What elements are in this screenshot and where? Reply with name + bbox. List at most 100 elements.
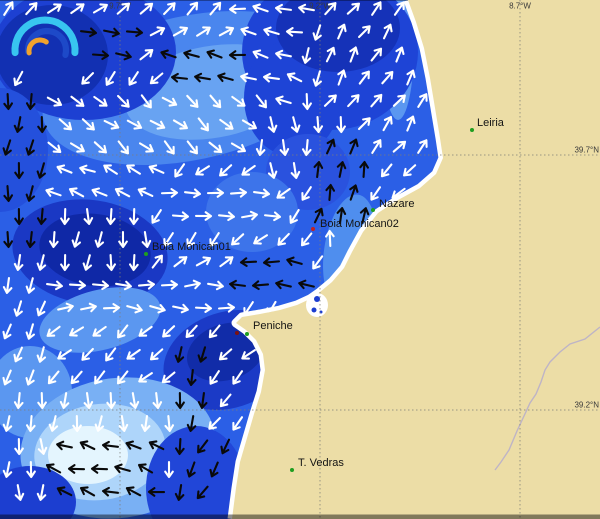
flow-arrow bbox=[171, 211, 190, 222]
flow-arrow bbox=[128, 71, 139, 86]
flow-arrow bbox=[82, 254, 93, 271]
place-label: T. Vedras bbox=[298, 457, 344, 469]
current-arrow-field bbox=[2, 1, 428, 501]
flow-arrow bbox=[80, 302, 97, 313]
flow-arrow bbox=[406, 69, 416, 86]
flow-arrow bbox=[148, 164, 165, 174]
flow-arrow bbox=[48, 415, 59, 432]
flow-arrow bbox=[67, 464, 86, 474]
flow-arrow bbox=[125, 486, 142, 497]
flow-arrow bbox=[186, 415, 197, 432]
flow-arrow bbox=[163, 140, 175, 155]
flow-arrow bbox=[92, 3, 108, 14]
flow-arrow bbox=[126, 164, 141, 175]
flow-arrow bbox=[336, 115, 346, 134]
flow-arrow bbox=[255, 139, 266, 156]
flow-arrow bbox=[140, 415, 151, 432]
flow-arrow bbox=[382, 23, 393, 40]
flow-arrow bbox=[219, 164, 233, 177]
longitude-label: 9.2°W bbox=[309, 2, 331, 11]
flow-arrow bbox=[231, 233, 245, 246]
flow-arrow bbox=[25, 2, 38, 16]
flow-arrow bbox=[172, 119, 188, 130]
flow-arrow bbox=[68, 187, 85, 198]
flow-arrow bbox=[392, 94, 406, 107]
flow-arrow bbox=[218, 348, 233, 361]
flow-arrow bbox=[164, 414, 175, 433]
flow-arrow bbox=[106, 391, 116, 410]
buoy-marker[interactable] bbox=[311, 227, 315, 231]
flow-arrow bbox=[138, 463, 154, 474]
flow-arrow bbox=[2, 461, 13, 478]
flow-arrow bbox=[194, 72, 211, 83]
flow-arrow bbox=[3, 1, 14, 16]
places-layer: Leiria Nazare Boia Monican02 Boia Monican01… bbox=[144, 117, 505, 472]
flow-arrow bbox=[117, 140, 129, 155]
flow-arrow bbox=[262, 257, 281, 268]
flow-arrow bbox=[47, 370, 60, 385]
flow-arrow bbox=[371, 139, 382, 154]
flow-arrow bbox=[25, 92, 36, 111]
flow-arrow bbox=[46, 280, 63, 291]
flow-arrow bbox=[162, 325, 176, 338]
flow-arrow bbox=[313, 207, 324, 224]
flow-arrow bbox=[56, 486, 73, 497]
flow-arrow bbox=[116, 2, 131, 15]
flow-arrow bbox=[337, 69, 347, 86]
flow-arrow bbox=[325, 229, 335, 248]
flow-arrow bbox=[184, 279, 201, 290]
flow-arrow bbox=[149, 348, 164, 361]
flow-arrow bbox=[229, 187, 248, 198]
flow-arrow bbox=[217, 72, 234, 83]
flow-arrow bbox=[382, 115, 393, 132]
flow-arrow bbox=[13, 254, 24, 271]
flow-arrow bbox=[46, 96, 63, 107]
flow-arrow bbox=[25, 323, 35, 340]
flow-arrow bbox=[174, 346, 185, 363]
longitude-label: 9.7°W bbox=[109, 2, 131, 11]
flow-arrow bbox=[197, 117, 209, 132]
flow-arrow bbox=[147, 487, 166, 497]
flow-arrow bbox=[102, 486, 119, 497]
flow-arrow bbox=[59, 392, 70, 409]
flow-arrow bbox=[175, 437, 185, 456]
flow-arrow bbox=[149, 304, 166, 314]
longitude-label: 8.7°W bbox=[509, 2, 531, 11]
buoy-marker[interactable] bbox=[144, 252, 148, 256]
flow-arrow bbox=[195, 256, 212, 267]
flow-arrow bbox=[228, 4, 247, 14]
flow-arrow bbox=[125, 440, 142, 450]
flow-arrow bbox=[229, 279, 246, 290]
flow-arrow bbox=[102, 303, 121, 313]
flow-arrow bbox=[209, 1, 222, 16]
flow-arrow bbox=[81, 72, 95, 85]
flow-arrow bbox=[183, 49, 200, 60]
flow-arrow bbox=[13, 391, 24, 410]
flow-arrow bbox=[252, 49, 269, 59]
flow-arrow bbox=[70, 95, 85, 107]
flow-arrow bbox=[197, 439, 209, 454]
flow-arrow bbox=[337, 23, 347, 40]
flow-arrow bbox=[14, 207, 24, 226]
flow-arrow bbox=[25, 277, 36, 294]
latitude-label: 39.2°N bbox=[574, 401, 599, 410]
flow-arrow bbox=[13, 70, 24, 87]
flow-arrow bbox=[172, 303, 189, 314]
flow-arrow bbox=[138, 142, 154, 153]
flow-arrow bbox=[126, 303, 143, 314]
flow-arrow bbox=[161, 371, 176, 384]
flow-arrow bbox=[79, 164, 96, 175]
flow-arrow bbox=[301, 138, 312, 157]
flow-arrow bbox=[349, 46, 359, 63]
flow-arrow bbox=[286, 256, 303, 267]
flow-arrow bbox=[57, 302, 74, 313]
flow-arrow bbox=[232, 370, 244, 385]
flow-arrow bbox=[359, 160, 370, 179]
flow-arrow bbox=[47, 3, 62, 14]
flow-arrow bbox=[417, 93, 428, 108]
land-area bbox=[232, 0, 600, 519]
flow-arrow bbox=[206, 188, 225, 198]
city-marker bbox=[470, 128, 474, 132]
flow-arrow bbox=[209, 94, 222, 109]
